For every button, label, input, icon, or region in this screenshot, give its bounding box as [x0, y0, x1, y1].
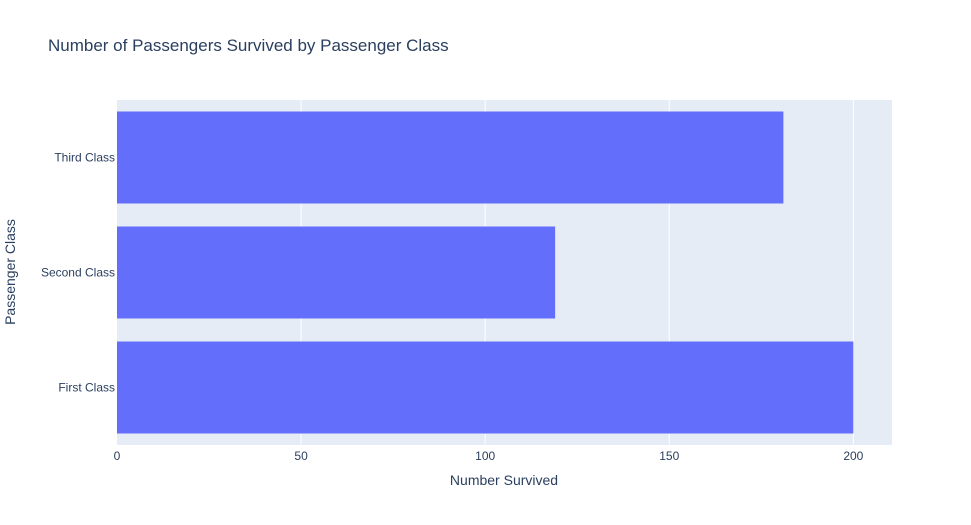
y-tick-label: Second Class [41, 266, 115, 280]
bar-first-class[interactable] [117, 341, 854, 434]
x-tick-label: 100 [475, 449, 495, 463]
x-tick-label: 0 [114, 449, 121, 463]
chart-title: Number of Passengers Survived by Passeng… [48, 36, 449, 55]
x-axis-ticks: 0 50 100 150 200 [114, 449, 864, 463]
bar-second-class[interactable] [117, 226, 556, 319]
y-tick-label: Third Class [54, 151, 115, 165]
x-tick-label: 200 [843, 449, 863, 463]
y-axis-ticks: First Class Second Class Third Class [41, 151, 115, 395]
y-axis-title: Passenger Class [2, 219, 18, 325]
x-axis-title: Number Survived [450, 472, 558, 488]
bar-third-class[interactable] [117, 111, 784, 204]
x-tick-label: 150 [659, 449, 679, 463]
x-tick-label: 50 [294, 449, 308, 463]
y-tick-label: First Class [58, 381, 115, 395]
bars [117, 111, 854, 434]
